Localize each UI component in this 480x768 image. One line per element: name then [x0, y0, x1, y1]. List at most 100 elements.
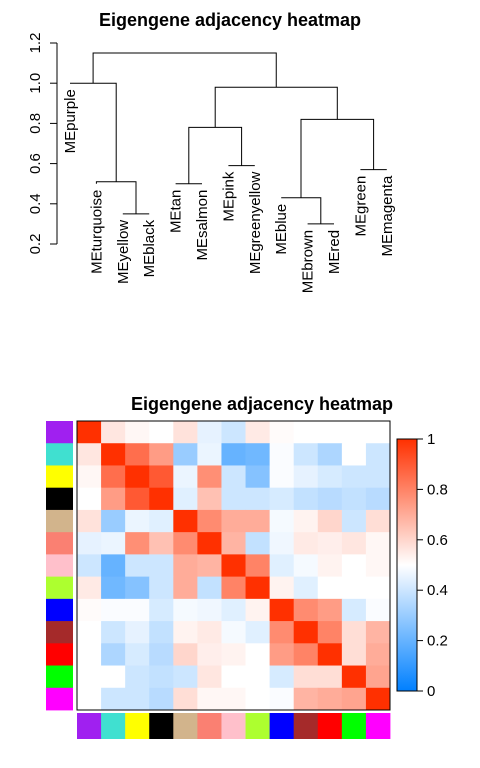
heatmap-cell: [77, 465, 102, 489]
heatmap-cell: [221, 509, 246, 533]
row-color-magenta: [46, 687, 73, 711]
heatmap-cell: [269, 598, 295, 622]
heatmap-cell: [125, 465, 150, 489]
heatmap-cell: [365, 443, 391, 466]
heatmap-cell: [293, 621, 319, 644]
heatmap-cell: [173, 576, 198, 600]
y-tick-label: 1.0: [27, 73, 44, 94]
column-color-bar: [77, 713, 391, 739]
dendrogram-title: Eigengene adjacency heatmap: [99, 10, 361, 30]
heatmap-cell: [365, 487, 391, 511]
heatmap-cell: [341, 665, 367, 689]
heatmap-cell: [245, 598, 271, 622]
column-color-turquoise: [101, 713, 126, 739]
leaf-label: MEgreen: [352, 176, 369, 237]
heatmap-cell: [341, 509, 367, 533]
heatmap-cell: [101, 598, 126, 622]
heatmap-cell: [101, 421, 126, 444]
column-color-brown: [293, 713, 319, 739]
row-color-brown: [46, 621, 73, 644]
legend-tick-label: 0.6: [427, 532, 448, 549]
row-color-black: [46, 487, 73, 511]
heatmap-cell: [125, 665, 150, 689]
heatmap-border: [76, 420, 391, 711]
row-color-turquoise: [46, 443, 73, 466]
heatmap-cell: [197, 665, 222, 689]
heatmap-cell: [173, 443, 198, 466]
column-color-magenta: [365, 713, 391, 739]
legend-ticks: 0 0.2 0.4 0.6 0.8 1: [417, 431, 448, 700]
heatmap-cell: [149, 509, 174, 533]
heatmap-cell: [365, 421, 391, 444]
dendrogram-panel: Eigengene adjacency heatmap 0.2 0.4 0.6 0.8…: [27, 10, 396, 293]
leaf-label: MEred: [326, 230, 343, 274]
row-color-salmon: [46, 532, 73, 555]
legend-tick-label: 0.4: [427, 582, 448, 599]
heatmap-cell: [77, 687, 102, 711]
heatmap-cell: [317, 421, 343, 444]
heatmap-cell: [317, 465, 343, 489]
heatmap-cell: [125, 643, 150, 666]
legend-color-ramp: [396, 438, 418, 692]
heatmap-cell: [245, 443, 271, 466]
heatmap-cell: [101, 532, 126, 555]
heatmap-cell: [293, 487, 319, 511]
heatmap-cell: [173, 532, 198, 555]
heatmap-cell: [197, 598, 222, 622]
heatmap-cell: [269, 576, 295, 600]
heatmap-cell: [365, 509, 391, 533]
heatmap-cell: [341, 621, 367, 644]
heatmap-cell: [221, 443, 246, 466]
heatmap-cell: [221, 665, 246, 689]
heatmap-cell: [293, 598, 319, 622]
heatmap-cell: [341, 465, 367, 489]
heatmap-cell: [365, 687, 391, 711]
row-color-red: [46, 643, 73, 666]
row-color-yellow: [46, 465, 73, 489]
heatmap-cell: [101, 576, 126, 600]
row-color-greenyellow: [46, 576, 73, 600]
heatmap-cell: [245, 532, 271, 555]
heatmap-cell: [125, 421, 150, 444]
heatmap-cell: [317, 665, 343, 689]
heatmap-cell: [365, 554, 391, 578]
heatmap-cell: [269, 532, 295, 555]
row-color-blue: [46, 598, 73, 622]
column-color-green: [341, 713, 367, 739]
heatmap-cell: [125, 621, 150, 644]
heatmap-cell: [341, 443, 367, 466]
heatmap-cell: [245, 421, 271, 444]
heatmap-cell: [221, 465, 246, 489]
y-tick-label: 1.2: [27, 33, 44, 54]
heatmap-cell: [197, 643, 222, 666]
heatmap-cell: [173, 487, 198, 511]
heatmap-cell: [365, 621, 391, 644]
heatmap-cell: [149, 576, 174, 600]
heatmap-cell: [245, 554, 271, 578]
heatmap-cell: [149, 665, 174, 689]
heatmap-cell: [125, 509, 150, 533]
heatmap-cell: [317, 532, 343, 555]
heatmap-cell: [77, 487, 102, 511]
heatmap-cell: [197, 554, 222, 578]
heatmap-cell: [317, 621, 343, 644]
column-color-salmon: [197, 713, 222, 739]
heatmap-cell: [173, 598, 198, 622]
heatmap-cell: [197, 487, 222, 511]
dendrogram-tree: [70, 52, 387, 225]
heatmap-cell: [149, 598, 174, 622]
heatmap-cell: [245, 687, 271, 711]
heatmap-cell: [293, 665, 319, 689]
heatmap-cell: [269, 554, 295, 578]
dendrogram-branch: [214, 86, 338, 128]
heatmap-cell: [173, 554, 198, 578]
column-color-black: [149, 713, 174, 739]
heatmap-cell: [269, 643, 295, 666]
leaf-label: MEpurple: [62, 89, 79, 153]
heatmap-cell: [317, 443, 343, 466]
heatmap-cell: [197, 509, 222, 533]
heatmap-cell: [317, 643, 343, 666]
heatmap-cell: [101, 643, 126, 666]
heatmap-cell: [197, 443, 222, 466]
